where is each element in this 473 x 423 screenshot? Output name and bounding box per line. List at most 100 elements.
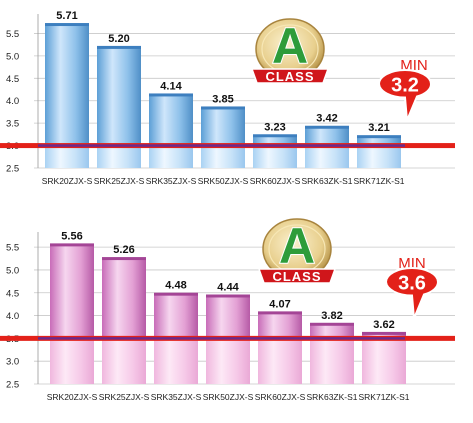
bar-value-label: 3.82 <box>321 310 342 322</box>
bar-upper <box>258 312 302 339</box>
bar-cap <box>201 106 245 110</box>
bar-lower <box>362 338 406 384</box>
bar-cap <box>154 292 198 296</box>
y-tick-label: 3.5 <box>6 119 19 130</box>
class-label: CLASS <box>272 269 321 284</box>
grade-letter: A <box>272 18 308 74</box>
y-tick-label: 5.0 <box>6 265 19 276</box>
bar <box>357 135 401 168</box>
bar-cap <box>206 294 250 298</box>
bubble-shape <box>384 267 440 319</box>
bar-value-label: 3.85 <box>212 93 233 105</box>
bar-value-label: 3.21 <box>368 122 389 134</box>
bar-lower <box>50 338 94 384</box>
bar <box>305 125 349 168</box>
y-tick-label: 5.0 <box>6 51 19 62</box>
bar <box>45 23 89 168</box>
bar-value-label: 5.26 <box>113 244 134 256</box>
bar-value-label: 4.14 <box>160 80 182 92</box>
y-tick-label: 4.5 <box>6 74 19 85</box>
x-tick-label: SRK63ZK-S1 <box>306 392 357 402</box>
x-tick-label: SRK71ZK-S1 <box>358 392 409 402</box>
class-label: CLASS <box>265 69 314 84</box>
x-tick-label: SRK20ZJX-S <box>47 392 98 402</box>
bar-lower <box>45 145 89 168</box>
min-value: 3.6 <box>398 273 426 295</box>
threshold-band <box>38 337 405 340</box>
bar-lower <box>310 338 354 384</box>
grade-letter: A <box>279 218 315 274</box>
bar-upper <box>305 126 349 146</box>
bar-cap <box>149 93 193 97</box>
x-tick-label: SRK35ZJX-S <box>146 176 197 186</box>
bar <box>97 45 141 168</box>
bar-lower <box>206 338 250 384</box>
y-tick-label: 2.5 <box>6 164 19 175</box>
bar-upper <box>102 258 146 339</box>
bar <box>206 294 250 384</box>
bar <box>253 134 297 168</box>
bar-upper <box>310 323 354 339</box>
bar-cap <box>45 23 89 27</box>
bar-cap <box>310 322 354 326</box>
x-tick-label: SRK50ZJX-S <box>198 176 249 186</box>
min-value-bubble: 3.2 <box>377 69 433 121</box>
bar-value-label: 5.56 <box>61 230 82 242</box>
min-value: 3.2 <box>391 75 419 97</box>
bar-lower <box>201 145 245 168</box>
bar <box>201 106 245 168</box>
bar <box>50 243 94 384</box>
bar-upper <box>206 295 250 339</box>
bar-upper <box>149 94 193 146</box>
bar <box>154 292 198 384</box>
bar-cap <box>305 125 349 129</box>
bar-value-label: 5.71 <box>56 10 77 22</box>
bar-lower <box>357 145 401 168</box>
bar-upper <box>201 107 245 146</box>
x-tick-label: SRK63ZK-S1 <box>301 176 352 186</box>
bar-cap <box>102 257 146 261</box>
y-tick-label: 2.5 <box>6 380 19 391</box>
y-tick-label: 3.0 <box>6 357 19 368</box>
bar <box>258 311 302 384</box>
y-tick-label: 4.0 <box>6 96 19 107</box>
x-tick-label: SRK60ZJX-S <box>250 176 301 186</box>
y-tick-label: 4.0 <box>6 311 19 322</box>
chart-2: 2.53.03.54.04.55.05.55.56SRK20ZJX-S5.26S… <box>0 217 455 402</box>
x-tick-label: SRK25ZJX-S <box>99 392 150 402</box>
chart-1: 2.53.03.54.04.55.05.55.71SRK20ZJX-S5.20S… <box>0 10 455 186</box>
bar-value-label: 4.48 <box>165 280 186 292</box>
bar <box>149 93 193 168</box>
bar-lower <box>154 338 198 384</box>
bar-lower <box>97 145 141 168</box>
bar-upper <box>50 244 94 339</box>
y-tick-label: 5.5 <box>6 29 19 40</box>
y-tick-label: 5.5 <box>6 243 19 254</box>
bar-lower <box>149 145 193 168</box>
threshold-band <box>38 144 405 147</box>
bar-value-label: 3.62 <box>373 319 394 331</box>
x-tick-label: SRK71ZK-S1 <box>353 176 404 186</box>
x-tick-label: SRK60ZJX-S <box>255 392 306 402</box>
bar-value-label: 3.23 <box>264 121 285 133</box>
min-value-bubble: 3.6 <box>384 267 440 319</box>
x-tick-label: SRK25ZJX-S <box>94 176 145 186</box>
bar <box>102 257 146 384</box>
bar-lower <box>253 145 297 168</box>
bar-upper <box>154 293 198 339</box>
bar-upper <box>253 135 297 146</box>
x-tick-label: SRK35ZJX-S <box>151 392 202 402</box>
bubble-shape <box>377 69 433 121</box>
bar-upper <box>97 46 141 146</box>
bar-lower <box>102 338 146 384</box>
bar-lower <box>305 145 349 168</box>
bar-lower <box>258 338 302 384</box>
y-tick-label: 4.5 <box>6 288 19 299</box>
bar-value-label: 4.44 <box>217 281 239 293</box>
bar <box>310 322 354 384</box>
bar-upper <box>357 136 401 146</box>
x-tick-label: SRK20ZJX-S <box>42 176 93 186</box>
